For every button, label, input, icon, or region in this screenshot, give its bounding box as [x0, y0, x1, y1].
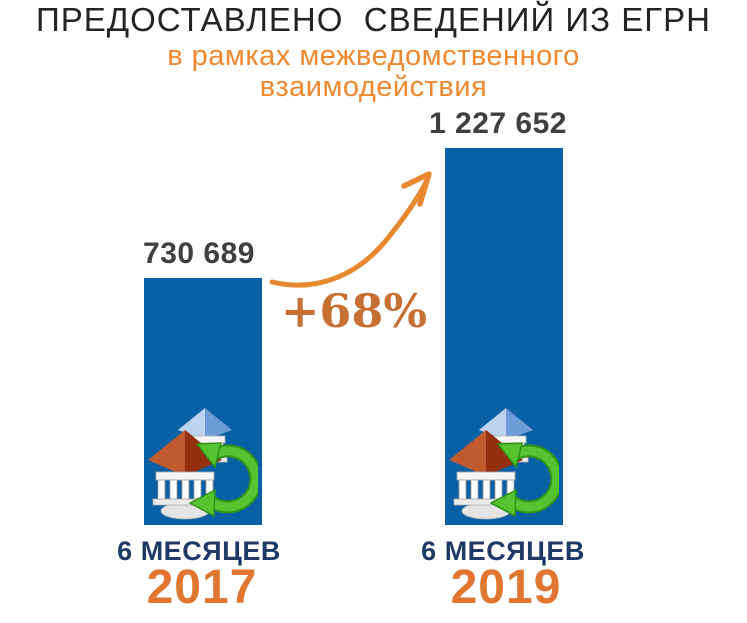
growth-arrow-icon — [269, 171, 432, 288]
bar-value-2019: 1 227 652 — [429, 107, 567, 140]
chart-title: ПРЕДОСТАВЛЕНО СВЕДЕНИЙ ИЗ ЕГРН — [36, 1, 711, 38]
period-label-2017: 6 МЕСЯЦЕВ — [117, 536, 281, 566]
year-label-2017: 2017 — [146, 561, 258, 614]
chart-subtitle: в рамках межведомственного взаимодействи… — [0, 41, 747, 103]
bar-2017 — [144, 278, 262, 525]
bar-2019 — [445, 148, 563, 525]
growth-percent-label: +68% — [280, 284, 428, 338]
period-label-2019: 6 МЕСЯЦЕВ — [421, 536, 585, 566]
bar-value-2017: 730 689 — [143, 237, 255, 270]
chart-subtitle-line2: взаимодействия — [259, 71, 488, 103]
houses-sync-icon — [148, 406, 258, 522]
chart-subtitle-line1: в рамках межведомственного — [167, 40, 580, 72]
year-label-2019: 2019 — [450, 561, 562, 614]
houses-sync-icon — [449, 406, 559, 522]
